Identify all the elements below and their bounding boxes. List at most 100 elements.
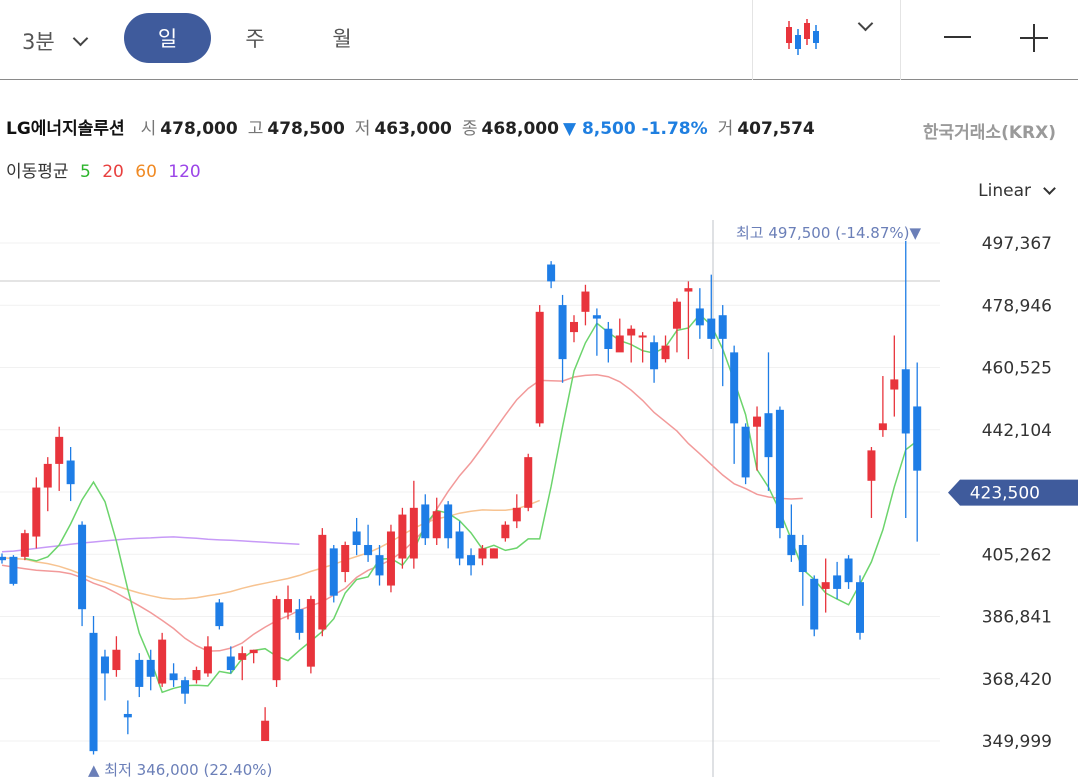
candle-up (570, 321, 578, 333)
candle-down (810, 578, 819, 630)
candle-down (798, 544, 807, 573)
candle-down (558, 305, 567, 360)
candle-up (821, 582, 830, 589)
scale-label: Linear (978, 181, 1031, 201)
candle-down (375, 555, 384, 576)
y-tick-label: 478,946 (982, 296, 1052, 316)
tab-week[interactable]: 주 (245, 27, 265, 51)
candle-down (78, 524, 87, 610)
candle-down (295, 609, 304, 633)
tab-day[interactable]: 일 (124, 13, 211, 63)
y-tick-label: 497,367 (982, 234, 1052, 254)
ma120-line (1, 536, 300, 553)
price-chart[interactable]: 497,367 478,946 460,525 442,104 405,262 386,8… (0, 200, 1078, 777)
volume-value: 407,574 (737, 119, 815, 139)
candle-up (661, 345, 670, 360)
candle-up (684, 288, 693, 292)
candle-up (306, 599, 315, 667)
candle-up (203, 646, 212, 674)
low-value: 463,000 (374, 119, 452, 139)
candle-down (833, 575, 842, 589)
y-tick-label: 386,841 (982, 608, 1052, 628)
exchange-label: 한국거래소(KRX) (922, 123, 1056, 143)
y-tick-label: 349,999 (982, 732, 1052, 752)
close-value: 468,000 (481, 119, 559, 139)
candle-down (135, 659, 144, 687)
candle-down (169, 673, 178, 681)
candle-up (512, 507, 521, 522)
candle-down (0, 556, 6, 561)
current-price-marker (948, 479, 1078, 506)
ma-60[interactable]: 60 (135, 162, 157, 182)
open-label: 시 (140, 119, 157, 139)
candle-down (364, 544, 373, 556)
candle-down (9, 556, 18, 584)
ma-5[interactable]: 5 (79, 162, 91, 182)
candle-down (718, 315, 727, 339)
candle-up (318, 534, 327, 630)
toolbar-divider (900, 0, 901, 80)
candle-down (100, 656, 109, 674)
high-annotation: 최고 497,500 (-14.87%)▼ (736, 224, 921, 242)
candle-up (581, 291, 590, 312)
candle-down (707, 318, 716, 339)
change-value: ▼ 8,500 -1.78% (562, 119, 708, 139)
high-value: 478,500 (267, 119, 345, 139)
plus-icon[interactable] (1020, 24, 1048, 52)
scale-selector[interactable]: Linear (978, 181, 1056, 201)
candle-up (867, 450, 876, 481)
candle-down (226, 656, 235, 671)
candle-down (329, 548, 338, 596)
interval-selector[interactable]: 3분 (22, 26, 88, 56)
moving-average-legend: 이동평균 5 20 60 120 (6, 157, 207, 182)
candle-down (592, 315, 601, 319)
candle-down (775, 409, 784, 529)
candle-up (284, 599, 292, 613)
candle-down (181, 680, 190, 694)
ma-label: 이동평균 (6, 162, 69, 182)
candlestick-icon[interactable] (784, 19, 824, 57)
low-annotation: ▲ 최저 346,000 (22.40%) (88, 761, 272, 777)
candle-down (123, 713, 132, 718)
candle-down (844, 558, 853, 583)
candle-up (238, 653, 247, 660)
candle-up (478, 548, 487, 559)
candle-up (409, 507, 418, 559)
tab-month[interactable]: 월 (332, 27, 352, 51)
candle-up (272, 599, 281, 681)
candle-down (764, 413, 773, 458)
candle-up (638, 335, 647, 338)
candle-down (695, 308, 704, 326)
candle-up (55, 436, 64, 464)
y-tick-label: 368,420 (982, 670, 1052, 690)
candle-down (787, 534, 796, 556)
candle-up (20, 533, 29, 557)
candle-up (386, 531, 395, 586)
candle-down (901, 369, 910, 434)
candle-down (547, 264, 556, 282)
chevron-down-icon[interactable] (857, 15, 874, 32)
candle-up (112, 649, 121, 671)
candle-down (215, 602, 224, 627)
candle-down (467, 555, 476, 566)
candle-down (650, 342, 659, 370)
candle-up (261, 720, 270, 741)
candle-up (398, 514, 407, 559)
candle-up (890, 379, 899, 390)
candle-down (444, 504, 453, 539)
candle-down (89, 632, 98, 752)
volume-label: 거 (717, 119, 734, 139)
stock-summary: LG에너지솔루션 시 478,000 고 478,500 저 463,000 종… (6, 114, 825, 139)
minus-icon[interactable] (944, 36, 971, 38)
high-label: 고 (247, 119, 264, 139)
candle-up (249, 649, 258, 654)
candle-up (489, 548, 498, 559)
chart-toolbar: 3분 일 주 월 (0, 0, 1078, 80)
ma-120[interactable]: 120 (168, 162, 201, 182)
candle-down (455, 531, 464, 559)
candle-up (672, 301, 681, 329)
ma-20[interactable]: 20 (102, 162, 124, 182)
candle-down (913, 406, 922, 471)
candle-up (43, 463, 52, 488)
low-label: 저 (354, 119, 371, 139)
